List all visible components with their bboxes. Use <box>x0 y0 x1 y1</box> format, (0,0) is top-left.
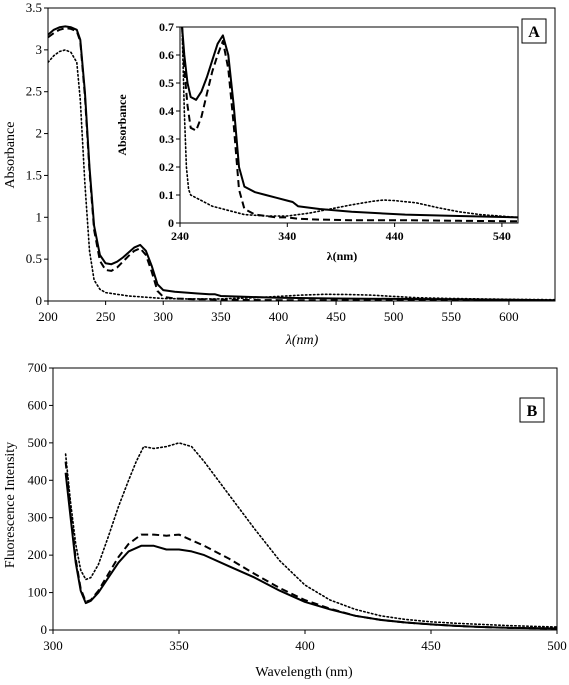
inset-y-tick-label: 0.5 <box>159 76 174 90</box>
inset-series-dotted-line <box>181 27 518 219</box>
panel-a-y-axis-label: Absorbance <box>3 122 18 189</box>
panel-a-x-tick-label: 500 <box>384 309 404 324</box>
panel-a-x-tick-label: 300 <box>153 309 173 324</box>
panel-a-y-tick-label: 2.5 <box>26 84 42 99</box>
panel-b-series-dashed-line <box>64 461 557 630</box>
inset-x-tick-label: 540 <box>493 229 511 243</box>
panel-a-y-tick-label: 3.5 <box>26 0 42 15</box>
panel-b-y-tick-label: 700 <box>28 360 48 375</box>
inset-y-tick-label: 0.6 <box>159 48 174 62</box>
panel-a-y-tick-label: 1.5 <box>26 167 42 182</box>
panel-b-chart: Fluorescence Intensity Wavelength (nm) 0… <box>3 360 567 680</box>
panel-a-y-tick-label: 1 <box>36 209 43 224</box>
panel-a-x-tick-label: 200 <box>38 309 58 324</box>
panel-a-y-tick-label: 3 <box>36 42 43 57</box>
inset-y-tick-label: 0.4 <box>159 104 174 118</box>
panel-a-x-tick-label: 600 <box>499 309 519 324</box>
inset-y-tick-label: 0.7 <box>159 20 174 34</box>
inset-y-tick-label: 0.3 <box>159 132 174 146</box>
panel-b-y-tick-label: 500 <box>28 435 48 450</box>
panel-b-y-tick-label: 200 <box>28 547 48 562</box>
panel-b-label-box <box>519 397 545 423</box>
inset-frame <box>179 26 519 224</box>
panel-a-y-tick-label: 2 <box>36 126 43 141</box>
inset-y-tick-label: 0 <box>168 216 174 230</box>
panel-b-y-tick-label: 400 <box>28 472 48 487</box>
panel-a-x-tick-label: 250 <box>96 309 116 324</box>
panel-a-series-dashed-line <box>48 27 555 301</box>
inset-x-tick-label: 340 <box>278 229 296 243</box>
panel-a-x-tick-label: 450 <box>326 309 346 324</box>
inset-series-solid-line <box>181 27 518 219</box>
inset-x-tick-label: 240 <box>171 229 189 243</box>
panel-a-x-tick-label: 350 <box>211 309 231 324</box>
panel-a-label: A <box>528 24 540 41</box>
panel-b-x-tick-label: 400 <box>295 638 315 653</box>
panel-a-y-tick-label: 0 <box>36 293 43 308</box>
panel-a-x-tick-label: 400 <box>269 309 289 324</box>
panel-b-x-axis-label: Wavelength (nm) <box>255 665 353 680</box>
panel-a-label-box <box>521 18 547 44</box>
panel-b-x-tick-label: 450 <box>421 638 441 653</box>
inset-x-axis-label: λ(nm) <box>327 249 358 263</box>
inset-y-axis-label: Absorbance <box>115 94 129 156</box>
panel-b-x-tick-label: 350 <box>169 638 189 653</box>
inset-series-dashed-line <box>181 27 518 223</box>
panel-b-y-axis-label: Fluorescence Intensity <box>3 442 18 568</box>
inset-y-tick-label: 0.2 <box>159 160 174 174</box>
panel-a-x-tick-label: 550 <box>442 309 462 324</box>
panel-a-chart: Absorbance λ(nm) 0 0.5 1 1.5 2 2.5 3 3.5 200 250 3… <box>3 0 556 348</box>
panel-b-x-tick-label: 500 <box>547 638 567 653</box>
panel-b-y-tick-label: 100 <box>28 585 48 600</box>
panel-b-series-dotted-line <box>64 442 557 628</box>
panel-a-y-tick-label: 0.5 <box>26 251 42 266</box>
panel-b-x-tick-label: 300 <box>43 638 63 653</box>
panel-a-x-axis-label: λ(nm) <box>285 333 319 348</box>
panel-a-series-dotted-line <box>48 49 555 301</box>
inset-y-tick-label: 0.1 <box>159 188 174 202</box>
inset-x-tick-label: 440 <box>386 229 404 243</box>
panel-b-y-tick-label: 600 <box>28 397 48 412</box>
panel-b-label: B <box>527 403 538 420</box>
panel-b-y-tick-label: 300 <box>28 510 48 525</box>
panel-b-y-tick-label: 0 <box>41 622 48 637</box>
